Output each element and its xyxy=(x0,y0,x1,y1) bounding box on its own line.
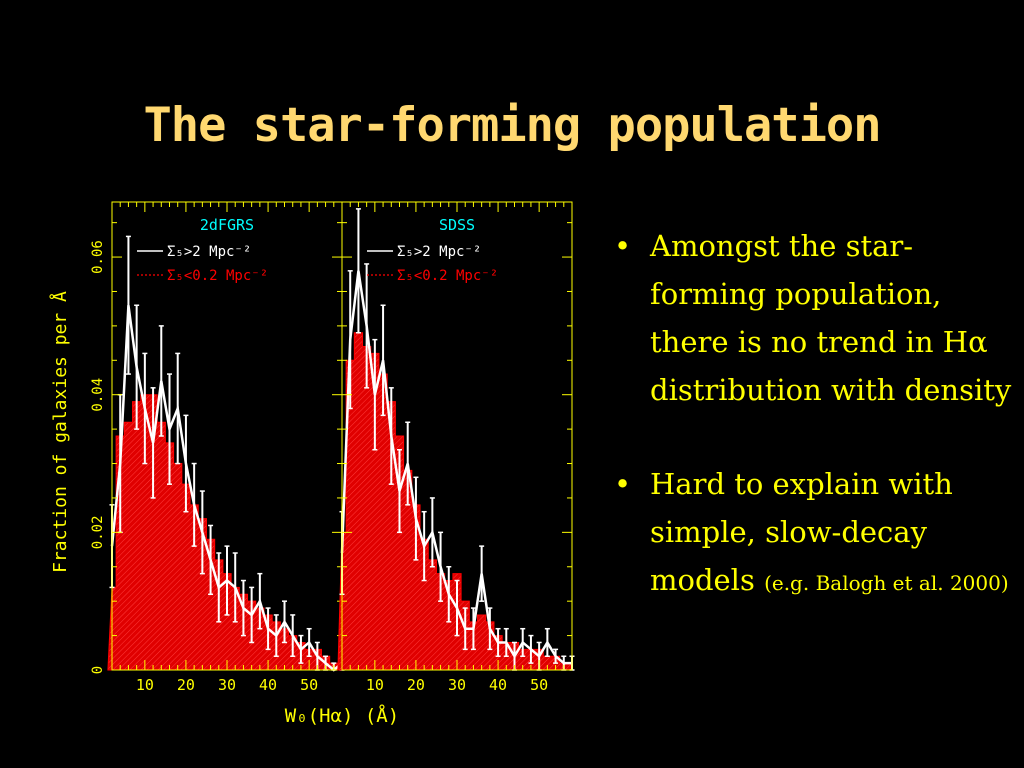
x-tick-label: 20 xyxy=(177,676,195,694)
legend-label-high: Σ₅>2 Mpc⁻² xyxy=(397,244,481,260)
x-tick-label: 10 xyxy=(366,676,384,694)
bullet-text: Hard to explain with simple, slow-decay … xyxy=(650,467,953,597)
x-tick-label: 30 xyxy=(448,676,466,694)
y-tick-label: 0.04 xyxy=(90,378,106,412)
y-axis-title: Fraction of galaxies per Å xyxy=(49,291,71,573)
y-tick-label: 0 xyxy=(90,666,106,674)
legend-label-low: Σ₅<0.2 Mpc⁻² xyxy=(167,268,268,284)
high-density-line xyxy=(340,270,572,665)
panel-label: 2dFGRS xyxy=(200,216,254,234)
bullet-item: • Hard to explain with simple, slow-deca… xyxy=(612,460,1012,604)
panel-sdss: 10 20 30 40 50 SDSS Σ₅>2 Mpc⁻² Σ₅<0.2 Mpc⁻² xyxy=(337,201,575,694)
x-tick-label: 50 xyxy=(300,676,318,694)
legend-label-low: Σ₅<0.2 Mpc⁻² xyxy=(397,268,498,284)
bullet-text: Amongst the star-forming population, the… xyxy=(650,229,1012,407)
y-tick-label: 0.06 xyxy=(90,240,106,274)
bullet-dot-icon: • xyxy=(614,467,632,501)
high-density-line xyxy=(110,305,343,672)
panel-2dfgrs: 10 20 30 40 50 2dFGRS Σ₅>2 Mpc⁻² Σ₅<0.2 Mpc⁻² xyxy=(107,201,345,694)
panel-label: SDSS xyxy=(439,216,475,234)
x-tick-label: 10 xyxy=(136,676,154,694)
bullet-citation: (e.g. Balogh et al. 2000) xyxy=(764,571,1009,595)
bullet-list: • Amongst the star-forming population, t… xyxy=(612,222,1012,604)
y-tick-label: 0.02 xyxy=(90,515,106,549)
x-tick-label: 40 xyxy=(259,676,277,694)
bullet-item: • Amongst the star-forming population, t… xyxy=(612,222,1012,414)
bullet-dot-icon: • xyxy=(614,229,632,263)
legend-label-high: Σ₅>2 Mpc⁻² xyxy=(167,244,251,260)
x-tick-label: 20 xyxy=(407,676,425,694)
x-tick-label: 30 xyxy=(218,676,236,694)
x-tick-label: 50 xyxy=(530,676,548,694)
slide-title: The star-forming population xyxy=(143,98,881,153)
x-axis-title: W₀(Hα) (Å) xyxy=(285,704,399,727)
x-tick-label: 40 xyxy=(489,676,507,694)
